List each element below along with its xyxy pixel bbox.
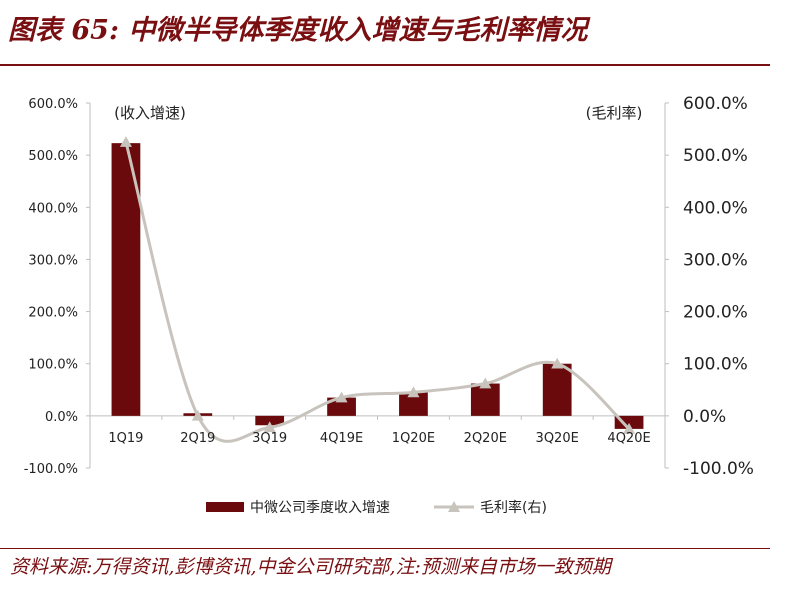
source-note: 资料来源:万得资讯,彭博资讯,中金公司研究部,注:预测来自市场一致预期 [10,556,611,578]
y-right-tick-label: 200.0% [683,303,748,323]
y-right-tick-label: 500.0% [683,146,748,166]
bar-3Q20E [542,363,572,416]
line-point-3Q19 [263,421,276,433]
x-tick-label: 2Q19 [180,431,215,446]
bar-4Q20E [614,415,644,429]
y-right-tick-label: 600.0% [683,94,748,114]
bar-3Q19 [255,415,285,426]
x-tick-label: 4Q20E [607,431,650,446]
chart-title: 图表 65: 中微半导体季度收入增速与毛利率情况 [8,15,588,46]
line-point-4Q20E [623,422,636,434]
y-right-tick-label: 0.0% [683,407,726,427]
y-left-tick-label: 200.0% [28,306,78,321]
legend-swatch-bar [206,502,244,512]
bar-2Q20E [470,383,500,416]
y-left-unit-label: (收入增速) [114,104,186,122]
y-right-unit-label: (毛利率) [586,104,643,122]
y-right-tick-label: 400.0% [683,198,748,218]
bar-4Q19E [327,397,356,416]
line-point-1Q19 [119,136,132,147]
y-left-tick-label: 100.0% [28,358,78,373]
y-left-tick-label: -100.0% [24,462,78,477]
y-left-tick-label: 600.0% [28,97,78,112]
line-point-2Q20E [479,377,492,389]
bar-1Q20E [399,392,428,416]
y-left-tick-label: 300.0% [28,253,78,268]
y-right-tick-label: 100.0% [683,355,748,375]
y-right-tick-label: 300.0% [683,250,748,270]
line-point-1Q20E [407,386,420,398]
source-rule [0,548,770,549]
x-tick-label: 3Q19 [252,431,287,446]
legend-label-line: 毛利率(右) [480,499,547,516]
legend-marker-line [448,501,460,512]
y-left-tick-label: 400.0% [28,201,78,216]
y-left-tick-label: 0.0% [45,410,78,425]
line-point-2Q19 [191,409,204,421]
y-right-tick-label: -100.0% [683,459,754,479]
x-tick-label: 4Q19E [320,431,363,446]
legend-label-bar: 中微公司季度收入增速 [250,500,390,516]
y-left-tick-label: 500.0% [28,149,78,164]
line-point-3Q20E [551,357,564,369]
series-line-gross-margin [124,141,631,443]
x-tick-label: 1Q19 [108,431,143,446]
x-tick-label: 3Q20E [536,431,579,446]
title-rule [0,64,770,66]
x-tick-label: 1Q20E [392,431,435,446]
line-point-4Q19E [335,391,348,403]
x-tick-label: 2Q20E [464,431,507,446]
